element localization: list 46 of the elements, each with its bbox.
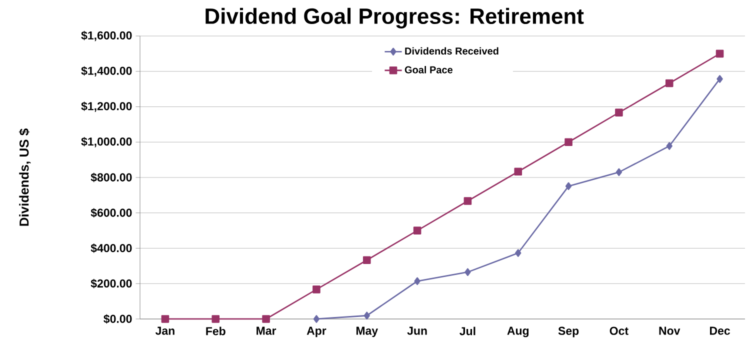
- legend-label: Dividends Received: [405, 47, 498, 55]
- point: [514, 168, 522, 176]
- y-axis-title: Dividends, US $: [18, 128, 31, 226]
- x-tick-label: Jan: [155, 326, 174, 335]
- point: [616, 168, 622, 176]
- x-tick-label: Sep: [558, 326, 579, 338]
- y-tick-label: $0.00: [104, 314, 132, 324]
- point: [464, 197, 472, 205]
- point: [716, 50, 724, 58]
- point: [564, 138, 572, 146]
- chart-title: Dividend Goal Progress: Retirement: [206, 8, 584, 28]
- point: [464, 268, 471, 276]
- x-tick-label: Aug: [507, 326, 529, 338]
- point: [515, 249, 522, 257]
- point: [665, 79, 674, 88]
- x-tick-label: Nov: [659, 326, 680, 335]
- y-tick-label: $200.00: [90, 278, 132, 288]
- legend-label: Goal Pace: [404, 66, 453, 74]
- y-tick-label: $1,000.00: [81, 136, 132, 148]
- x-tick-label: Feb: [206, 326, 226, 336]
- point: [161, 315, 170, 323]
- y-tick-label: $600.00: [90, 208, 132, 218]
- point: [565, 182, 572, 190]
- point: [312, 286, 320, 294]
- x-tick-label: Jun: [407, 326, 427, 335]
- point: [414, 277, 420, 286]
- point: [413, 226, 422, 234]
- point: [615, 108, 623, 116]
- y-tick-label: $1,600.00: [81, 30, 132, 42]
- y-tick-label: $1,200.00: [81, 102, 132, 112]
- x-tick-label: Dec: [710, 326, 730, 335]
- x-tick-label: Oct: [610, 326, 628, 335]
- x-tick-label: Apr: [306, 326, 326, 338]
- point: [262, 315, 270, 323]
- x-tick-label: Mar: [256, 326, 276, 335]
- point: [212, 315, 220, 323]
- y-tick-label: $1,400.00: [81, 66, 132, 77]
- point: [362, 256, 371, 264]
- point: [666, 142, 672, 150]
- point: [716, 75, 723, 83]
- point: [364, 312, 370, 320]
- x-tick-label: May: [356, 326, 378, 338]
- point: [313, 315, 320, 323]
- x-tick-label: Jul: [460, 326, 476, 336]
- y-tick-label: $800.00: [90, 172, 132, 182]
- y-tick-label: $400.00: [90, 244, 132, 253]
